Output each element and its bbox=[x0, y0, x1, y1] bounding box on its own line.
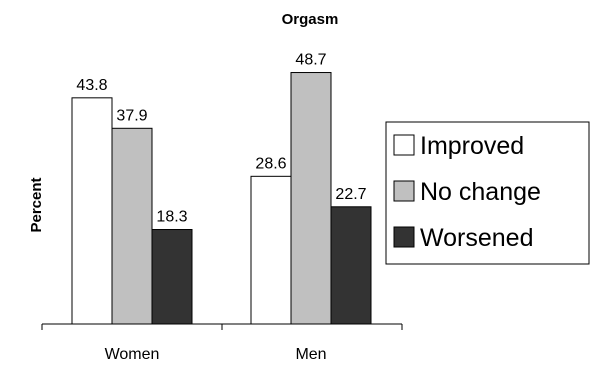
bar-women-worsened bbox=[151, 229, 193, 325]
x-tick-label-men: Men bbox=[295, 346, 326, 363]
bar-men-improved bbox=[250, 175, 292, 325]
x-tick-labels: Women Men bbox=[105, 346, 327, 363]
legend-box bbox=[385, 121, 590, 265]
data-label-men-no-change: 48.7 bbox=[295, 52, 326, 69]
y-axis-label: Percent bbox=[28, 177, 45, 232]
legend-swatch-improved bbox=[393, 134, 415, 156]
legend-swatch-no-change bbox=[393, 180, 415, 202]
legend-label-improved: Improved bbox=[420, 132, 524, 160]
bar-men-no-change bbox=[290, 72, 332, 325]
legend: Improved No change Worsened bbox=[385, 121, 590, 265]
bar-women-no-change bbox=[111, 127, 153, 325]
bar-men-worsened bbox=[330, 206, 372, 325]
data-label-men-improved: 28.6 bbox=[255, 155, 286, 172]
x-tick-label-women: Women bbox=[105, 346, 160, 363]
data-label-men-worsened: 22.7 bbox=[335, 186, 366, 203]
data-labels-group: 43.8 37.9 18.3 28.6 48.7 22.7 bbox=[76, 52, 366, 226]
data-label-women-improved: 43.8 bbox=[76, 77, 107, 94]
data-label-women-worsened: 18.3 bbox=[156, 209, 187, 226]
legend-label-worsened: Worsened bbox=[420, 224, 534, 252]
legend-swatch-worsened bbox=[393, 226, 415, 248]
chart-title: Orgasm bbox=[282, 11, 339, 28]
bars-group bbox=[71, 72, 372, 325]
data-label-women-no-change: 37.9 bbox=[116, 107, 147, 124]
legend-items: Improved No change Worsened bbox=[393, 132, 541, 252]
bar-women-improved bbox=[71, 97, 113, 325]
legend-label-no-change: No change bbox=[420, 178, 541, 206]
